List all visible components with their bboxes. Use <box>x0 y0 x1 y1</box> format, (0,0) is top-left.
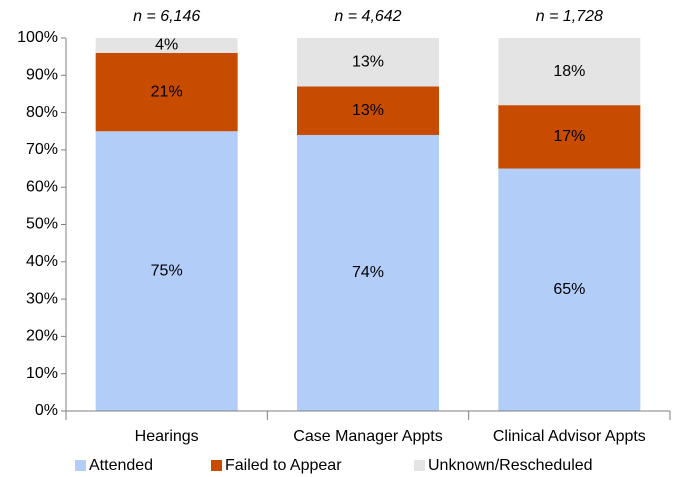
annotation: n = 4,642 <box>334 8 401 25</box>
bar-segment <box>95 52 238 132</box>
legend-swatch <box>75 460 86 471</box>
value-label: 13% <box>352 102 384 119</box>
y-tick-label: 80% <box>26 104 58 121</box>
bar-segment <box>297 38 439 87</box>
legend-label: Attended <box>89 457 153 474</box>
y-tick-label: 60% <box>26 178 58 195</box>
y-tick-label: 20% <box>26 328 58 345</box>
x-tick-label: Clinical Advisor Appts <box>493 428 646 445</box>
y-tick-label: 50% <box>26 216 58 233</box>
value-label: 17% <box>553 128 585 145</box>
value-label: 18% <box>553 63 585 80</box>
annotation: n = 6,146 <box>133 8 200 25</box>
annotation: n = 1,728 <box>536 8 603 25</box>
bar-segment <box>498 105 641 169</box>
legend-swatch <box>414 460 425 471</box>
value-label: 13% <box>352 53 384 70</box>
value-label: 74% <box>352 264 384 281</box>
y-tick-label: 0% <box>35 402 58 419</box>
legend-label: Unknown/Rescheduled <box>428 457 593 474</box>
y-tick-label: 70% <box>26 141 58 158</box>
legend-label: Failed to Appear <box>225 457 342 474</box>
y-tick-label: 40% <box>26 253 58 270</box>
legend-swatch <box>211 460 222 471</box>
bar-segment <box>297 134 439 412</box>
bar-segment <box>498 38 641 106</box>
x-tick-label: Hearings <box>135 428 199 445</box>
bar-segment <box>297 86 439 135</box>
bar-segment <box>95 131 238 411</box>
value-label: 75% <box>151 262 183 279</box>
bar-segment <box>95 38 238 53</box>
value-label: 4% <box>155 37 178 54</box>
y-tick-label: 30% <box>26 290 58 307</box>
y-tick-label: 10% <box>26 365 58 382</box>
bar-segment <box>498 168 641 411</box>
value-label: 65% <box>553 281 585 298</box>
x-tick-label: Case Manager Appts <box>293 428 442 445</box>
y-tick-label: 90% <box>26 67 58 84</box>
y-tick-label: 100% <box>17 29 58 46</box>
value-label: 21% <box>151 83 183 100</box>
